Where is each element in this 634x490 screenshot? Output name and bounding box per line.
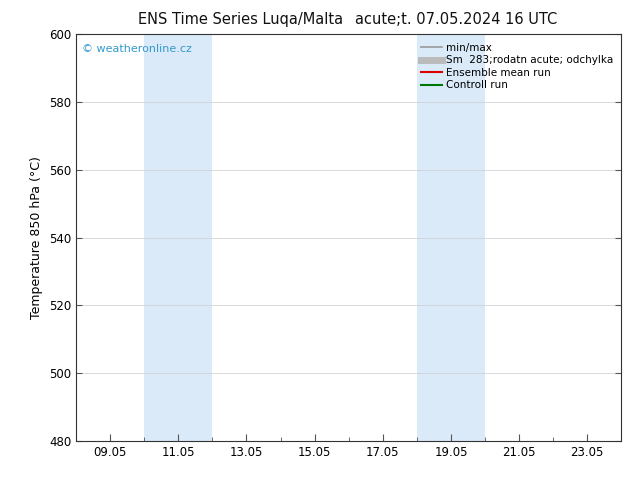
Bar <box>417 34 485 441</box>
Bar <box>144 34 212 441</box>
Y-axis label: Temperature 850 hPa (°C): Temperature 850 hPa (°C) <box>30 156 43 319</box>
Text: ENS Time Series Luqa/Malta: ENS Time Series Luqa/Malta <box>138 12 344 27</box>
Legend: min/max, Sm  283;rodatn acute; odchylka, Ensemble mean run, Controll run: min/max, Sm 283;rodatn acute; odchylka, … <box>418 40 616 94</box>
Text: © weatheronline.cz: © weatheronline.cz <box>82 45 191 54</box>
Text: acute;t. 07.05.2024 16 UTC: acute;t. 07.05.2024 16 UTC <box>355 12 558 27</box>
